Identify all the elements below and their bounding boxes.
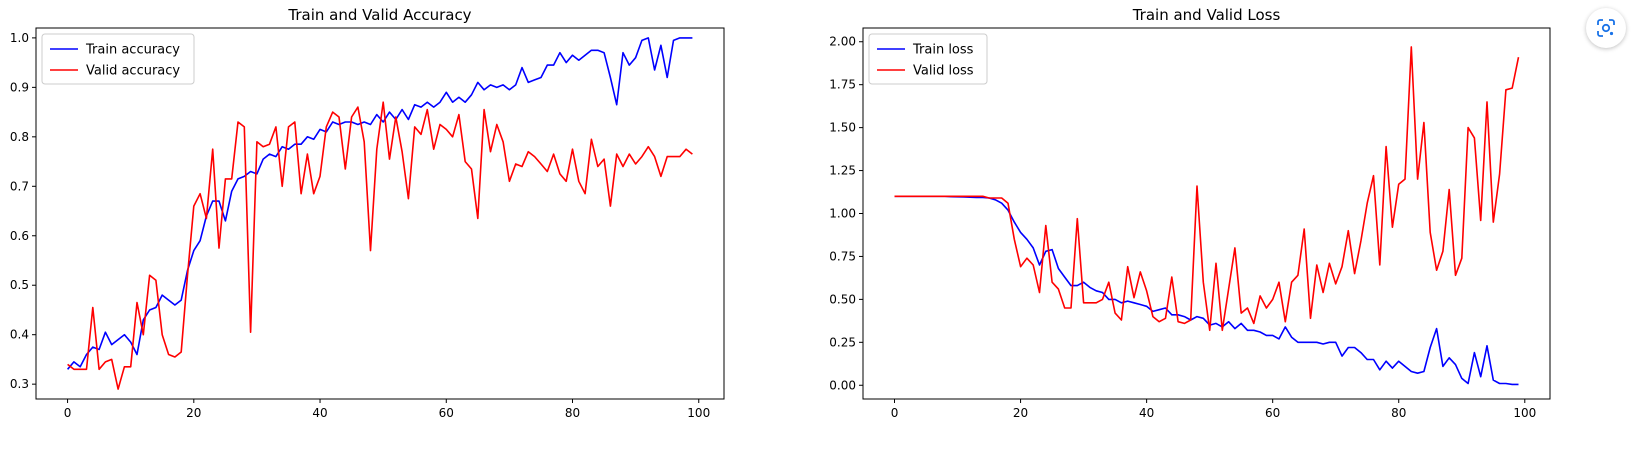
series-line-train-accuracy [66, 37, 693, 370]
y-tick-label: 2.00 [829, 35, 856, 49]
legend-entry: Valid loss [913, 64, 974, 79]
x-tick-label: 100 [1513, 406, 1536, 420]
y-tick-label: 0.6 [10, 229, 29, 243]
plot-frame [35, 27, 725, 400]
series-line-valid-accuracy [67, 101, 693, 390]
series-line-valid-loss [894, 46, 1520, 332]
y-tick-label: 0.8 [10, 130, 29, 144]
y-tick-label: 0.7 [10, 179, 29, 193]
legend-box [868, 33, 988, 85]
y-tick-label: 0.5 [10, 278, 29, 292]
google-lens-icon [1597, 19, 1615, 37]
legend-entry: Train loss [912, 43, 974, 58]
y-tick-label: 1.00 [829, 207, 856, 221]
y-tick-label: 0.50 [829, 292, 856, 306]
series-line-train-loss [894, 195, 1519, 386]
lens-search-button[interactable] [1586, 8, 1626, 48]
x-tick-label: 60 [439, 406, 454, 420]
legend-box [41, 33, 195, 85]
x-tick-label: 20 [1013, 406, 1028, 420]
x-tick-label: 20 [186, 406, 201, 420]
y-tick-label: 1.0 [10, 31, 29, 45]
x-tick-label: 80 [565, 406, 580, 420]
y-tick-label: 0.9 [10, 80, 29, 94]
y-tick-label: 0.75 [829, 249, 856, 263]
y-tick-label: 0.3 [10, 377, 29, 391]
x-tick-label: 40 [312, 406, 327, 420]
y-tick-label: 1.25 [829, 164, 856, 178]
accuracy-chart: Train and Valid Accuracy 0 20 40 60 80 100 0.3 0… [10, 6, 725, 420]
x-tick-label: 60 [1265, 406, 1280, 420]
y-tick-label: 1.75 [829, 78, 856, 92]
y-tick-label: 0.4 [10, 328, 29, 342]
x-tick-label: 0 [891, 406, 899, 420]
loss-chart: Train and Valid Loss 0 20 40 60 80 100 0.00 0.25… [829, 6, 1551, 420]
plot-frame [862, 27, 1551, 400]
x-tick-label: 100 [687, 406, 710, 420]
y-tick-label: 1.50 [829, 121, 856, 135]
x-tick-label: 0 [64, 406, 72, 420]
legend-entry: Valid accuracy [86, 64, 180, 79]
legend-entry: Train accuracy [85, 43, 180, 58]
y-tick-label: 0.25 [829, 335, 856, 349]
chart-title: Train and Valid Loss [1132, 6, 1281, 24]
y-tick-label: 0.00 [829, 378, 856, 392]
x-tick-label: 80 [1391, 406, 1406, 420]
chart-title: Train and Valid Accuracy [287, 6, 471, 24]
x-tick-label: 40 [1139, 406, 1154, 420]
